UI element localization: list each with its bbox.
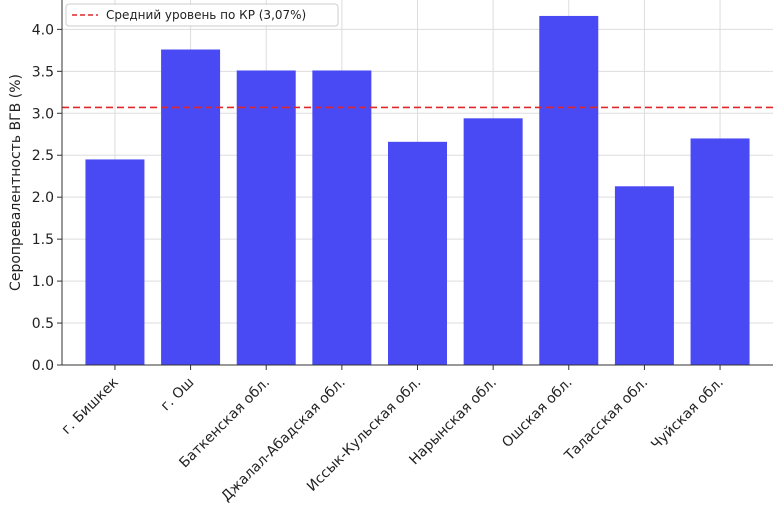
y-tick-label: 2.0	[32, 190, 54, 206]
y-axis-label: Серопревалентность ВГВ (%)	[8, 74, 24, 291]
bar	[690, 138, 750, 365]
bar	[312, 70, 372, 365]
x-tick-label: Джалал-Абадская обл.	[218, 375, 348, 505]
y-tick-label: 3.0	[32, 106, 54, 122]
bars	[85, 15, 750, 366]
y-tick-label: 4.0	[32, 22, 54, 38]
y-tick-label: 0.0	[32, 358, 54, 374]
x-tick-label: Таласская обл.	[561, 375, 651, 465]
bar	[614, 186, 674, 365]
x-tick-label: Ошская обл.	[499, 375, 575, 451]
bar	[388, 141, 447, 365]
legend-entry-label: Средний уровень по КР (3,07%)	[106, 8, 306, 22]
y-tick-label: 1.5	[32, 232, 54, 248]
x-tick-label: г. Бишкек	[59, 375, 122, 438]
legend-box	[65, 3, 339, 27]
bar	[539, 15, 599, 365]
bar	[236, 70, 296, 365]
y-tick-label: 3.5	[32, 64, 54, 80]
bar	[161, 49, 221, 366]
axes	[57, 0, 773, 370]
bar	[463, 118, 523, 365]
x-tick-label: Чуйская обл.	[648, 375, 727, 454]
y-tick-label: 0.5	[32, 316, 54, 332]
legend: Средний уровень по КР (3,07%)	[65, 3, 339, 27]
y-tick-label: 2.5	[32, 148, 54, 164]
x-tick-label: г. Ош	[158, 375, 198, 415]
y-tick-labels: 0.0 0.5 1.0 1.5 2.0 2.5 3.0 3.5 4.0	[32, 22, 54, 374]
y-tick-label: 1.0	[32, 274, 54, 290]
bar	[85, 159, 145, 365]
